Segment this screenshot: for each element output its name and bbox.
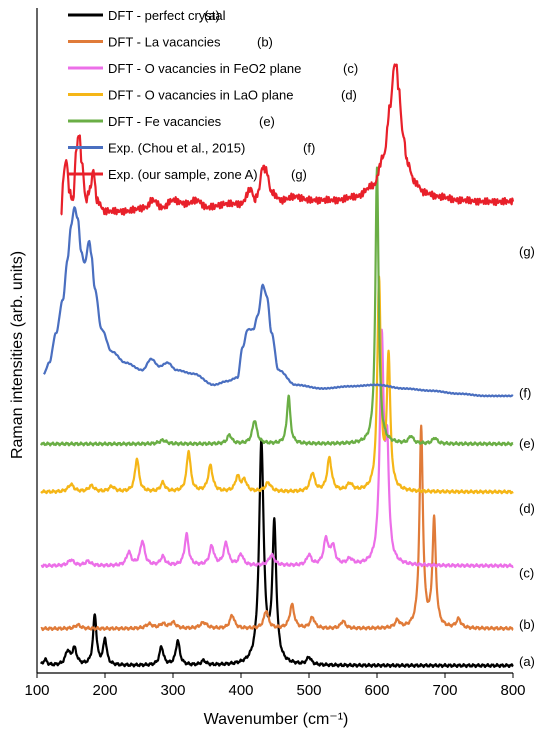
legend-entry: DFT - O vacancies in LaO plane [108,88,293,103]
series-line-b [40,424,514,632]
curve-label: (c) [519,565,534,580]
x-tick-label: 600 [364,682,389,699]
curve-label: (b) [519,617,535,632]
legend-tag: (f) [303,141,315,156]
y-axis-title: Raman intensities (arb. units) [9,251,26,459]
legend-entry: Exp. (our sample, zone A) [108,167,258,182]
series-line-a [40,438,514,669]
series-line-g [60,63,515,216]
legend: DFT - perfect crystal(a) DFT - La vacanci… [68,8,358,182]
legend-tag: (d) [341,88,357,103]
legend-entry: Exp. (Chou et al., 2015) [108,141,245,156]
series-line-f [42,206,514,398]
x-axis-title: Wavenumber (cm⁻¹) [204,711,349,728]
legend-tag: (a) [204,8,220,23]
curve-label: (d) [519,501,535,516]
curve-label: (e) [519,436,535,451]
legend-entry: DFT - perfect crystal [108,8,226,23]
legend-tag: (c) [343,61,358,76]
x-tick-label: 500 [296,682,321,699]
curve-label: (f) [519,386,531,401]
x-tick-label: 700 [432,682,457,699]
legend-tag: (g) [291,167,307,182]
plot-area [40,63,515,669]
x-tick-label: 800 [500,682,525,699]
x-tick-label: 100 [24,682,49,699]
curve-labels: (a) (b) (c) (d) (e) (f) (g) [519,244,535,669]
legend-entry: DFT - O vacancies in FeO2 plane [108,61,301,76]
legend-tag: (b) [257,35,273,50]
curve-label: (g) [519,244,535,259]
series-line-e [40,166,514,447]
x-tick-label: 200 [92,682,117,699]
series-line-d [40,275,514,495]
x-tick-label: 300 [160,682,185,699]
curve-label: (a) [519,654,535,669]
legend-entry: DFT - Fe vacancies [108,114,222,129]
axes: 100 200 300 400 500 600 700 800 [24,8,526,699]
legend-entry: DFT - La vacancies [108,35,221,50]
series-line-c [40,328,514,569]
legend-tag: (e) [259,114,275,129]
x-tick-label: 400 [228,682,253,699]
